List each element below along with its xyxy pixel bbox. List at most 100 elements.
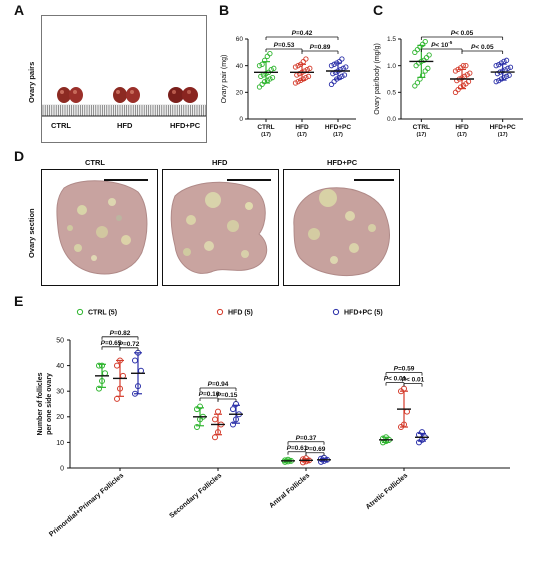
- data-point: [303, 56, 309, 62]
- data-point: [339, 56, 345, 62]
- data-point: [467, 70, 473, 76]
- y-tick-label: 0.0: [387, 116, 396, 123]
- ruler: [42, 104, 206, 116]
- mean-sd-bar: [290, 63, 314, 81]
- data-point: [230, 406, 236, 413]
- data-point: [336, 75, 342, 81]
- data-point: [422, 39, 428, 45]
- panel-a-photo: CTRL HFD HFD+PC: [41, 15, 207, 143]
- panel-d-title-hfd: HFD: [212, 158, 228, 167]
- mean-sd-bar: [211, 413, 225, 436]
- legend-label: HFD (5): [228, 310, 253, 317]
- p-value-bracket: [217, 398, 237, 402]
- data-point: [463, 63, 469, 69]
- x-n-label: (17): [297, 132, 307, 138]
- data-point: [503, 57, 510, 63]
- p-value-label: P=0.15: [217, 392, 238, 399]
- y-axis-label: Ovary pair/body (mg/g): [374, 43, 381, 115]
- ovary-section-hfd-image: [162, 169, 279, 286]
- p-value-label: P< 10-5: [431, 40, 453, 49]
- y-tick-label: 40: [56, 363, 64, 370]
- data-point: [215, 408, 221, 415]
- p-value-label: P=0.89: [310, 44, 331, 51]
- p-value-label: P=0.37: [296, 435, 317, 442]
- p-value-bracket: [101, 346, 121, 350]
- y-tick-label: 20: [236, 90, 244, 97]
- x-tick-label: Antral Follicles: [268, 472, 311, 510]
- ovary-section-ctrl-image: [41, 169, 158, 286]
- data-point: [414, 80, 421, 86]
- p-value-bracket: [420, 48, 463, 52]
- data-point: [425, 65, 431, 71]
- panel-d-title-ctrl: CTRL: [85, 158, 105, 167]
- p-value-label: P=0.65: [101, 340, 122, 347]
- p-value-label: P=0.16: [199, 391, 220, 398]
- p-value-bracket: [101, 336, 139, 340]
- legend-entry: HFD (5): [216, 308, 253, 317]
- mean-sd-bar: [299, 458, 313, 463]
- x-tick-label: Primordial+Primary Follicles: [48, 472, 125, 538]
- y-tick-label: 1.0: [387, 63, 396, 70]
- x-tick-label: HFD: [295, 124, 309, 131]
- data-point: [460, 82, 466, 89]
- ovary-section-hfdpc-image: [283, 169, 400, 286]
- y-tick-label: 50: [56, 337, 64, 344]
- data-point: [114, 362, 120, 369]
- y-tick-label: 10: [56, 440, 64, 447]
- mean-sd-bar: [490, 63, 515, 81]
- p-value-label: P=0.69: [305, 446, 326, 453]
- p-value-bracket: [420, 36, 504, 40]
- panel-a-label-ctrl: CTRL: [51, 121, 71, 130]
- data-point: [503, 73, 510, 79]
- data-point: [295, 79, 301, 85]
- panel-a-ylabel: Ovary pairs: [27, 61, 36, 103]
- mean-sd-bar: [450, 68, 474, 90]
- data-point: [452, 68, 459, 74]
- p-value-bracket: [287, 441, 325, 445]
- p-value-bracket: [265, 36, 339, 40]
- mean-sd-bar: [326, 62, 350, 80]
- legend-entry: CTRL (5): [76, 308, 117, 317]
- data-point: [412, 83, 418, 89]
- data-point: [262, 57, 268, 63]
- p-value-bracket: [199, 397, 219, 401]
- panel-a-letter: A: [14, 2, 25, 18]
- data-point: [417, 76, 423, 82]
- ovary-pair-hfdpc-image: [168, 87, 198, 103]
- p-value-label: P=0.72: [119, 341, 140, 348]
- x-tick-label: HFD+PC: [325, 124, 351, 131]
- data-point: [460, 63, 466, 69]
- ovary-pair-hfd-image: [113, 87, 140, 103]
- legend-marker: [76, 308, 84, 316]
- legend-label: HFD+PC (5): [344, 310, 383, 317]
- y-tick-label: 1.5: [387, 36, 396, 43]
- panel-e-chart: 0 10 20 30 40 50 Number of follicles per one si…: [37, 308, 510, 538]
- p-value-bracket: [287, 451, 307, 455]
- x-tick-label: CTRL: [413, 124, 430, 131]
- mean-sd-bar: [193, 407, 207, 427]
- p-value-label: P< 0.05: [451, 30, 474, 37]
- data-point: [305, 73, 312, 79]
- x-n-label: (17): [416, 132, 426, 138]
- panel-b-letter: B: [219, 2, 230, 18]
- y-tick-label: 0.5: [387, 90, 396, 97]
- data-point: [493, 63, 499, 69]
- p-value-bracket: [385, 372, 423, 376]
- x-tick-label: HFD: [455, 124, 469, 131]
- y-tick-label: 30: [56, 389, 64, 396]
- data-point: [256, 84, 263, 90]
- mean-sd-bar: [229, 404, 243, 424]
- mean-sd-bar: [415, 432, 429, 442]
- data-point: [452, 89, 459, 95]
- y-tick-label: 0: [60, 465, 64, 472]
- mean-sd-bar: [113, 359, 127, 397]
- data-point: [414, 47, 421, 53]
- mean-sd-bar: [317, 457, 331, 462]
- data-point: [328, 63, 335, 69]
- data-point: [300, 76, 306, 82]
- panel-e-letter: E: [14, 293, 24, 309]
- data-point: [295, 63, 301, 69]
- legend-marker: [216, 308, 224, 316]
- panel-d-title-hfdpc: HFD+PC: [327, 158, 358, 167]
- data-point: [212, 416, 218, 423]
